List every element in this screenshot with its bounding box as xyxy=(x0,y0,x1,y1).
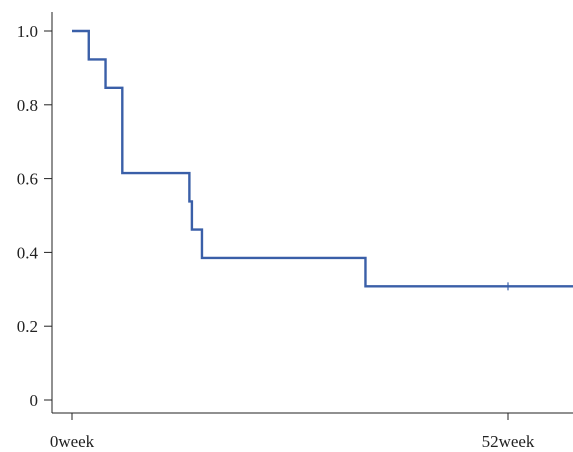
y-tick-label: 0.4 xyxy=(17,243,39,262)
y-axis: 0 0.2 0.4 0.6 0.8 1.0 xyxy=(17,12,53,413)
x-tick-label: 0week xyxy=(50,432,95,451)
y-tick-label: 0.2 xyxy=(17,317,38,336)
y-tick-label: 1.0 xyxy=(17,22,38,41)
x-axis: 0week 52week xyxy=(50,412,573,451)
x-tick-label: 52week xyxy=(482,432,535,451)
y-tick-label: 0.6 xyxy=(17,170,38,189)
survival-step-line xyxy=(72,29,573,288)
y-tick-label: 0.8 xyxy=(17,96,38,115)
plot-series xyxy=(72,29,573,291)
y-ticks: 0 0.2 0.4 0.6 0.8 1.0 xyxy=(17,22,52,410)
y-tick-label: 0 xyxy=(30,391,39,410)
x-ticks: 0week 52week xyxy=(50,413,535,451)
